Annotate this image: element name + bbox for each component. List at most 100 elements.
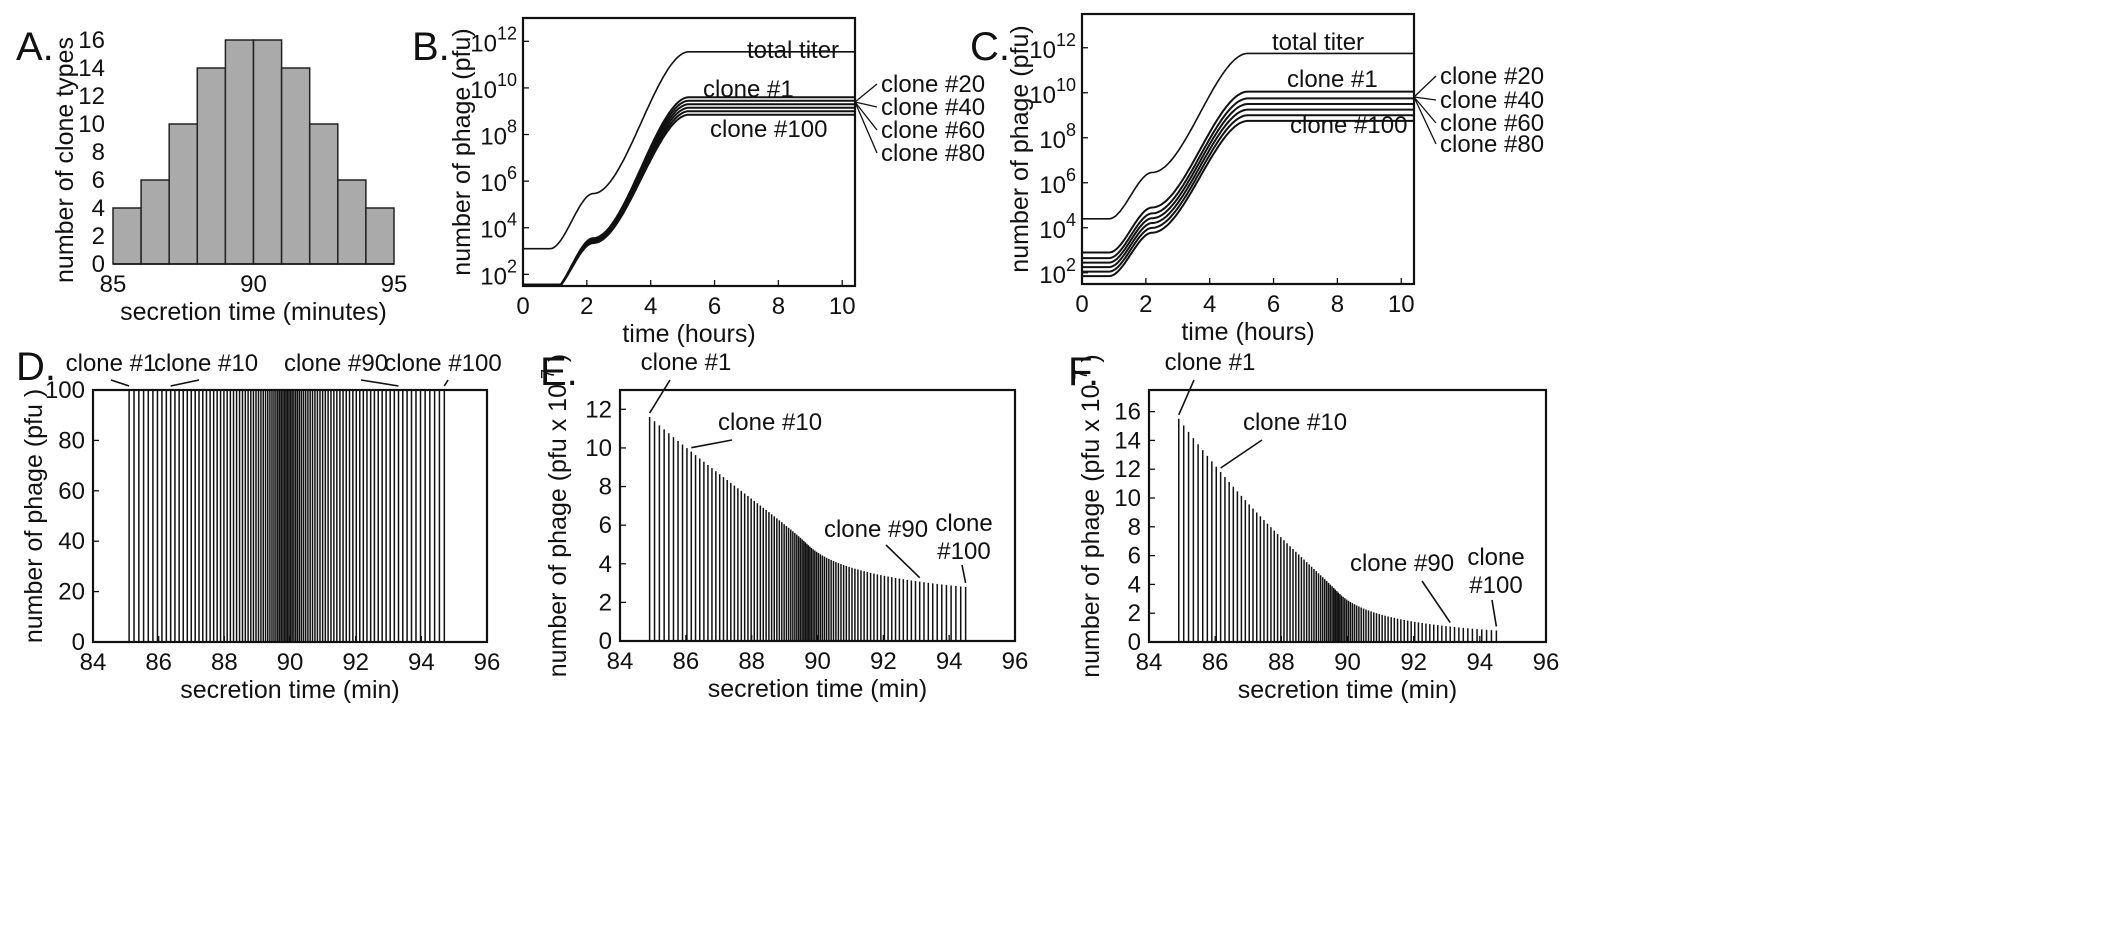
y-tick-exponent: 10 xyxy=(497,70,517,90)
annotation-label: clone #100 xyxy=(384,350,501,377)
x-tick-label: 94 xyxy=(408,649,435,676)
annotation-leader xyxy=(854,101,878,154)
x-tick-label: 90 xyxy=(240,271,267,298)
y-tick-label: 2 xyxy=(599,589,612,616)
x-tick-label: 86 xyxy=(145,649,172,676)
y-tick-exponent: 4 xyxy=(507,210,517,230)
y-tick-label: 0 xyxy=(1128,629,1141,656)
y-tick-label: 108 xyxy=(1039,120,1076,154)
x-tick-label: 88 xyxy=(211,649,238,676)
annotation-label: clone #1 xyxy=(703,76,794,103)
annotation-label: #100 xyxy=(1469,572,1522,599)
y-tick-base: 10 xyxy=(480,124,507,151)
y-axis-label-close: ) xyxy=(1077,354,1105,369)
annotation-leader xyxy=(854,101,878,108)
y-axis-label: number of phage (pfu x 10 7 ) xyxy=(1071,354,1105,678)
y-tick-base: 10 xyxy=(1039,217,1066,244)
y-tick-label: 12 xyxy=(78,83,105,110)
x-tick-label: 84 xyxy=(1136,649,1163,676)
annotation-label: clone #1 xyxy=(1287,66,1378,93)
histogram-bar xyxy=(224,39,255,265)
y-tick-exponent: 12 xyxy=(1056,30,1076,50)
y-tick-base: 10 xyxy=(470,77,497,104)
y-tick-label: 100 xyxy=(45,377,85,404)
panel-label: B. xyxy=(412,25,450,69)
x-tick-label: 84 xyxy=(80,649,107,676)
annotation-label: clone #1 xyxy=(66,350,157,377)
annotation-label: clone #90 xyxy=(284,350,388,377)
y-axis-label: number of clone types xyxy=(51,37,79,283)
annotation-leader xyxy=(110,379,130,387)
y-tick-label: 16 xyxy=(78,27,105,54)
y-tick-exponent: 10 xyxy=(1056,75,1076,95)
x-tick-label: 96 xyxy=(474,649,501,676)
annotation-label: clone #10 xyxy=(154,350,258,377)
y-tick-label: 80 xyxy=(58,427,85,454)
annotation-leader xyxy=(1178,379,1195,416)
y-axis-label: number of phage (pfu) xyxy=(1006,25,1034,272)
y-tick-label: 8 xyxy=(1128,514,1141,541)
y-tick-exponent: 8 xyxy=(507,117,517,137)
x-tick-label: 88 xyxy=(1268,649,1295,676)
annotation-label: clone #60 xyxy=(881,117,985,144)
x-tick-label: 90 xyxy=(1334,649,1361,676)
y-tick-label: 40 xyxy=(58,528,85,555)
annotation-leader xyxy=(170,379,200,387)
x-tick-label: 6 xyxy=(708,293,721,320)
y-tick-label: 106 xyxy=(1039,165,1076,199)
y-tick-label: 102 xyxy=(480,256,517,290)
annotation-label: clone #10 xyxy=(718,409,822,436)
y-tick-label: 102 xyxy=(1039,255,1076,289)
y-axis-label: number of phage (pfu x 10 7 ) xyxy=(538,354,572,678)
panel-d: 84 86 88 90 92 94 96 0 20 40 60 80 100 secretion time… xyxy=(16,345,502,704)
x-tick-label: 86 xyxy=(672,648,699,675)
y-axis-label-text: number of phage (pfu x 10 xyxy=(1077,385,1105,678)
y-tick-label: 1010 xyxy=(470,70,517,104)
x-tick-label: 6 xyxy=(1267,291,1280,318)
annotation-label: clone #10 xyxy=(1243,409,1347,436)
y-tick-exponent: 8 xyxy=(1066,120,1076,140)
x-tick-label: 86 xyxy=(1202,649,1229,676)
x-tick-label: 92 xyxy=(1400,649,1427,676)
series-line xyxy=(1082,90,1414,254)
annotation-leader xyxy=(360,379,399,387)
annotation-label: total titer xyxy=(747,37,839,64)
y-tick-label: 14 xyxy=(1114,427,1141,454)
annotation-label: clone #40 xyxy=(881,94,985,121)
y-tick-base: 10 xyxy=(1029,37,1056,64)
annotation-label: clone #80 xyxy=(881,140,985,167)
y-tick-label: 104 xyxy=(480,210,517,244)
y-tick-label: 2 xyxy=(1128,600,1141,627)
y-tick-exponent: 2 xyxy=(1066,255,1076,275)
x-axis-label: secretion time (min) xyxy=(180,676,400,704)
annotation-label: clone #100 xyxy=(1290,112,1407,139)
series-line xyxy=(523,50,855,250)
panel-e: 84 86 88 90 92 94 96 0 2 4 6 8 10 12 secretion time (m… xyxy=(538,349,1028,703)
y-tick-base: 10 xyxy=(1039,262,1066,289)
y-tick-exponent: 2 xyxy=(507,256,517,276)
y-tick-label: 14 xyxy=(78,55,105,82)
histogram-bar xyxy=(196,67,227,265)
x-tick-label: 4 xyxy=(1203,291,1216,318)
y-tick-label: 4 xyxy=(1128,571,1141,598)
histogram-bar xyxy=(365,207,395,265)
annotation-label: clone #60 xyxy=(1440,110,1544,137)
y-tick-label: 2 xyxy=(92,223,105,250)
annotation-leader xyxy=(691,439,733,449)
y-tick-base: 10 xyxy=(480,217,507,244)
annotation-label: clone #90 xyxy=(1350,550,1454,577)
annotation-label: clone #1 xyxy=(641,349,732,376)
y-tick-label: 60 xyxy=(58,478,85,505)
y-tick-label: 6 xyxy=(599,512,612,539)
y-tick-label: 10 xyxy=(585,435,612,462)
y-tick-label: 10 xyxy=(1114,485,1141,512)
y-tick-label: 108 xyxy=(480,117,517,151)
x-tick-label: 95 xyxy=(381,271,408,298)
y-tick-label: 1010 xyxy=(1029,75,1076,109)
annotation-leader xyxy=(854,101,878,131)
y-axis-label-text: number of phage (pfu ) xyxy=(20,389,48,643)
x-tick-label: 90 xyxy=(804,648,831,675)
panel-label: D. xyxy=(16,345,56,389)
annotation-label: clone #1 xyxy=(1165,349,1256,376)
y-tick-exponent: 12 xyxy=(497,23,517,43)
